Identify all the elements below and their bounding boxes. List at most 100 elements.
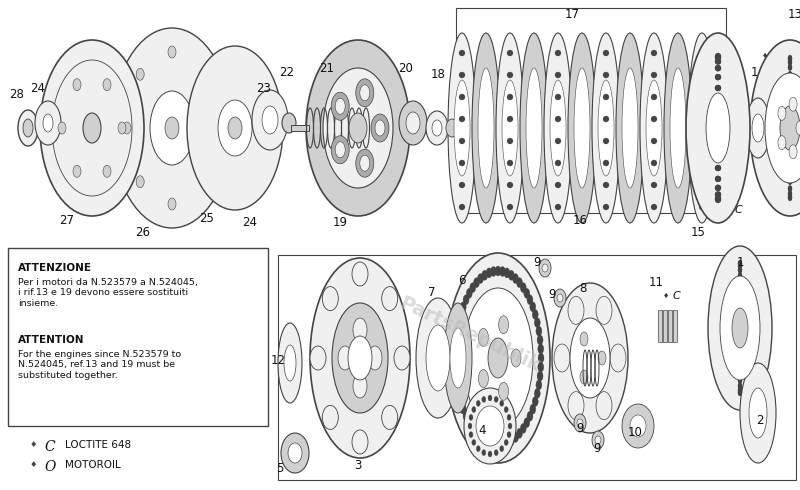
Ellipse shape	[738, 261, 742, 267]
Ellipse shape	[715, 152, 721, 159]
Ellipse shape	[382, 287, 398, 311]
Ellipse shape	[282, 113, 296, 133]
Ellipse shape	[476, 400, 480, 406]
Text: 18: 18	[430, 69, 446, 81]
Ellipse shape	[715, 176, 721, 182]
Ellipse shape	[715, 85, 721, 91]
Ellipse shape	[322, 287, 338, 311]
Ellipse shape	[495, 266, 501, 276]
Text: 15: 15	[690, 225, 706, 239]
Ellipse shape	[507, 415, 511, 420]
Text: PartsRepublik: PartsRepublik	[397, 294, 543, 376]
Bar	[673, 310, 677, 342]
Ellipse shape	[310, 258, 410, 458]
Ellipse shape	[715, 139, 721, 145]
Ellipse shape	[738, 363, 742, 369]
Ellipse shape	[720, 276, 760, 380]
Ellipse shape	[603, 116, 609, 122]
Ellipse shape	[504, 440, 508, 445]
Ellipse shape	[446, 253, 550, 463]
Ellipse shape	[651, 138, 657, 144]
Text: 24: 24	[30, 81, 46, 95]
Ellipse shape	[738, 387, 742, 393]
Ellipse shape	[488, 395, 492, 401]
Ellipse shape	[332, 303, 388, 413]
Ellipse shape	[616, 33, 644, 223]
Ellipse shape	[482, 396, 486, 402]
Ellipse shape	[557, 294, 563, 302]
Text: 8: 8	[579, 281, 586, 294]
Ellipse shape	[476, 445, 480, 452]
Text: 17: 17	[565, 7, 579, 21]
Ellipse shape	[552, 283, 628, 433]
Ellipse shape	[778, 136, 786, 149]
Ellipse shape	[83, 113, 101, 143]
Ellipse shape	[550, 80, 566, 176]
Ellipse shape	[478, 68, 494, 188]
Text: ♦: ♦	[30, 440, 38, 449]
Ellipse shape	[788, 179, 792, 185]
Ellipse shape	[738, 263, 742, 269]
Ellipse shape	[694, 80, 710, 176]
Ellipse shape	[284, 345, 296, 381]
Text: 24: 24	[242, 216, 258, 228]
Ellipse shape	[651, 182, 657, 188]
Ellipse shape	[555, 50, 561, 56]
Ellipse shape	[353, 374, 367, 398]
Ellipse shape	[715, 111, 721, 117]
Ellipse shape	[348, 336, 372, 380]
Ellipse shape	[544, 33, 572, 223]
Ellipse shape	[474, 278, 479, 288]
Text: 11: 11	[649, 275, 663, 289]
Text: 25: 25	[199, 212, 214, 224]
Ellipse shape	[788, 80, 792, 86]
Ellipse shape	[738, 305, 742, 311]
Ellipse shape	[788, 72, 792, 77]
Text: 10: 10	[627, 425, 642, 439]
Ellipse shape	[23, 119, 33, 137]
Ellipse shape	[749, 388, 767, 438]
Ellipse shape	[715, 65, 721, 71]
Ellipse shape	[603, 94, 609, 100]
Ellipse shape	[715, 58, 721, 65]
Ellipse shape	[699, 72, 705, 78]
Ellipse shape	[353, 318, 367, 342]
Ellipse shape	[715, 85, 721, 91]
Ellipse shape	[371, 114, 389, 142]
Ellipse shape	[482, 450, 486, 456]
Ellipse shape	[699, 138, 705, 144]
Ellipse shape	[459, 94, 465, 100]
Ellipse shape	[738, 345, 742, 351]
Ellipse shape	[555, 160, 561, 166]
Text: Per i motori da N.523579 a N.524045,
i rif.13 e 19 devono essere sostituiti
insi: Per i motori da N.523579 a N.524045, i r…	[18, 278, 198, 308]
Ellipse shape	[530, 404, 536, 414]
Text: MOTOROIL: MOTOROIL	[65, 460, 121, 470]
Ellipse shape	[498, 382, 509, 400]
Text: C: C	[44, 440, 54, 454]
Ellipse shape	[788, 101, 792, 107]
Ellipse shape	[281, 433, 309, 473]
Ellipse shape	[252, 90, 288, 150]
Ellipse shape	[715, 98, 721, 103]
Ellipse shape	[788, 64, 792, 71]
Ellipse shape	[416, 298, 460, 418]
Bar	[278, 255, 796, 480]
Ellipse shape	[788, 90, 792, 96]
Ellipse shape	[699, 50, 705, 56]
Ellipse shape	[500, 400, 504, 406]
Ellipse shape	[73, 165, 81, 177]
Ellipse shape	[788, 59, 792, 65]
Ellipse shape	[688, 33, 716, 223]
Ellipse shape	[200, 176, 208, 188]
Ellipse shape	[432, 120, 442, 136]
Ellipse shape	[18, 110, 38, 146]
Text: O: O	[769, 101, 778, 111]
Ellipse shape	[715, 165, 721, 171]
Ellipse shape	[306, 40, 410, 216]
Ellipse shape	[168, 46, 176, 58]
Ellipse shape	[788, 80, 792, 86]
Ellipse shape	[715, 192, 721, 197]
Ellipse shape	[738, 335, 742, 341]
Ellipse shape	[738, 287, 742, 293]
Ellipse shape	[788, 179, 792, 185]
